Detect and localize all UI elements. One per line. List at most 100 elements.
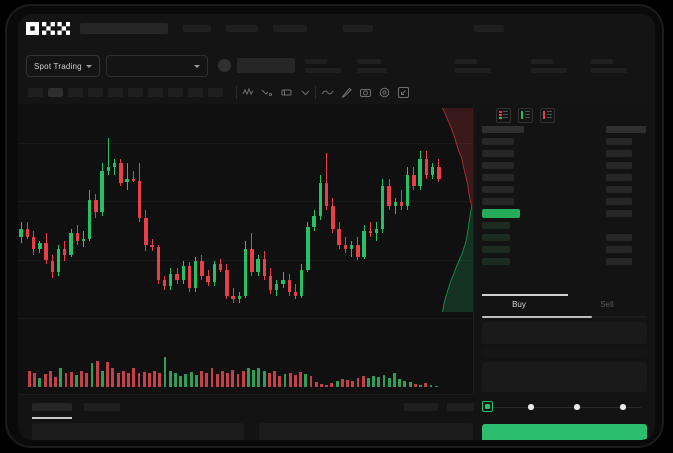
- chart-line-style-icon[interactable]: [321, 86, 334, 99]
- tab-order-history[interactable]: [84, 403, 120, 411]
- orderbook-row[interactable]: [482, 258, 510, 265]
- nav-search-field[interactable]: [80, 23, 168, 34]
- nav-item-6[interactable]: [474, 25, 504, 32]
- primary-cta-button[interactable]: [482, 424, 647, 440]
- orderbook-row[interactable]: [482, 174, 514, 181]
- candle-body: [169, 274, 173, 286]
- candle-body: [50, 260, 54, 273]
- tab-open-orders[interactable]: [32, 403, 72, 411]
- orderbook-row[interactable]: [482, 162, 514, 169]
- bottom-card-left[interactable]: [32, 423, 244, 440]
- volume-bar: [320, 384, 323, 387]
- candle-body: [193, 260, 198, 288]
- timeframe-button-7[interactable]: [148, 88, 163, 97]
- orderbook-view-toggles: [496, 108, 555, 123]
- okx-logo-icon[interactable]: [26, 22, 70, 35]
- timeframe-button-1[interactable]: [28, 88, 43, 97]
- bottom-card-right[interactable]: [259, 423, 473, 440]
- candle-wick: [394, 198, 396, 214]
- order-field-price[interactable]: [482, 322, 647, 344]
- orderbook-scrollbar[interactable]: [482, 316, 647, 318]
- bottom-action-2[interactable]: [447, 403, 481, 411]
- orderbook-row[interactable]: [482, 246, 510, 253]
- timeframe-button-4[interactable]: [88, 88, 103, 97]
- pagination-dot-2[interactable]: [528, 404, 534, 410]
- candle-body: [299, 270, 304, 296]
- nav-item-2[interactable]: [183, 25, 211, 32]
- orderbook-row[interactable]: [606, 174, 632, 181]
- timeframe-button-10[interactable]: [208, 88, 223, 97]
- timeframe-button-8[interactable]: [168, 88, 183, 97]
- orderbook-highlighted-row[interactable]: [482, 209, 520, 218]
- timeframe-button-5[interactable]: [108, 88, 123, 97]
- volume-bar: [346, 379, 349, 387]
- market-type-selector[interactable]: Spot Trading: [26, 55, 100, 77]
- candle-body: [237, 295, 242, 300]
- bottom-action-1[interactable]: [404, 403, 438, 411]
- fullscreen-expand-icon[interactable]: [397, 86, 410, 99]
- candle-body: [293, 291, 298, 296]
- nav-item-5[interactable]: [343, 25, 373, 32]
- orderbook-row[interactable]: [606, 186, 632, 193]
- pagination-dot-1[interactable]: [482, 401, 493, 412]
- draw-pencil-icon[interactable]: [340, 86, 353, 99]
- orderbook-view-asks-icon[interactable]: [540, 108, 555, 123]
- orderbook-row[interactable]: [482, 222, 510, 229]
- candle-wick: [132, 170, 134, 183]
- timeframe-button-3[interactable]: [68, 88, 83, 97]
- volume-bar: [106, 362, 110, 387]
- orderbook-row[interactable]: [606, 234, 632, 241]
- chart-compare-icon[interactable]: [280, 86, 293, 99]
- orderbook-row[interactable]: [482, 138, 514, 145]
- orderbook-view-bids-icon[interactable]: [518, 108, 533, 123]
- chart-type-candles-icon[interactable]: [242, 86, 255, 99]
- market-subheader: Spot Trading: [18, 48, 655, 83]
- order-field-amount[interactable]: [482, 348, 647, 358]
- orderbook-row[interactable]: [606, 150, 632, 157]
- settings-gear-icon[interactable]: [378, 86, 391, 99]
- orderbook-row[interactable]: [482, 198, 514, 205]
- timeframe-button-9[interactable]: [188, 88, 203, 97]
- orderbook-row[interactable]: [482, 150, 514, 157]
- orderbook-row[interactable]: [606, 162, 632, 169]
- orderbook-rows[interactable]: [474, 126, 655, 316]
- orderbook-row[interactable]: [606, 198, 632, 205]
- candle-body: [356, 244, 360, 257]
- camera-snapshot-icon[interactable]: [359, 86, 372, 99]
- tab-buy[interactable]: Buy: [512, 300, 526, 309]
- candle-body: [112, 163, 117, 167]
- orderbook-row[interactable]: [606, 258, 632, 265]
- coin-avatar-icon: [218, 59, 231, 72]
- orderbook-row[interactable]: [606, 246, 632, 253]
- volume-bar: [309, 376, 313, 387]
- candle-body: [19, 229, 23, 238]
- orderbook-row[interactable]: [482, 186, 514, 193]
- orderbook-row[interactable]: [606, 210, 632, 217]
- tab-sell[interactable]: Sell: [600, 300, 614, 309]
- orderbook-row[interactable]: [482, 234, 510, 241]
- price-chart[interactable]: [18, 104, 474, 394]
- candle-body: [374, 229, 379, 234]
- volume-histogram: [18, 339, 473, 387]
- orderbook-row[interactable]: [606, 126, 646, 133]
- volume-bar: [325, 384, 329, 387]
- chart-more-chevron-icon[interactable]: [299, 86, 312, 99]
- pagination-dot-4[interactable]: [620, 404, 626, 410]
- volume-bar: [95, 361, 99, 387]
- candle-body: [75, 233, 79, 241]
- volume-bar: [424, 383, 428, 387]
- chart-indicators-icon[interactable]: [261, 86, 274, 99]
- orderbook-row[interactable]: [606, 138, 632, 145]
- order-field-total[interactable]: [482, 362, 647, 392]
- pagination-dot-3[interactable]: [574, 404, 580, 410]
- orderbook-row[interactable]: [482, 126, 524, 133]
- gridline-1: [18, 143, 473, 144]
- orderbook-view-both-icon[interactable]: [496, 108, 511, 123]
- volume-bar: [304, 374, 308, 387]
- trading-pair-select[interactable]: [106, 55, 208, 77]
- timeframe-button-6[interactable]: [128, 88, 143, 97]
- nav-item-4[interactable]: [273, 25, 307, 32]
- nav-item-3[interactable]: [226, 25, 258, 32]
- candle-wick: [282, 272, 284, 288]
- timeframe-button-2[interactable]: [48, 88, 63, 97]
